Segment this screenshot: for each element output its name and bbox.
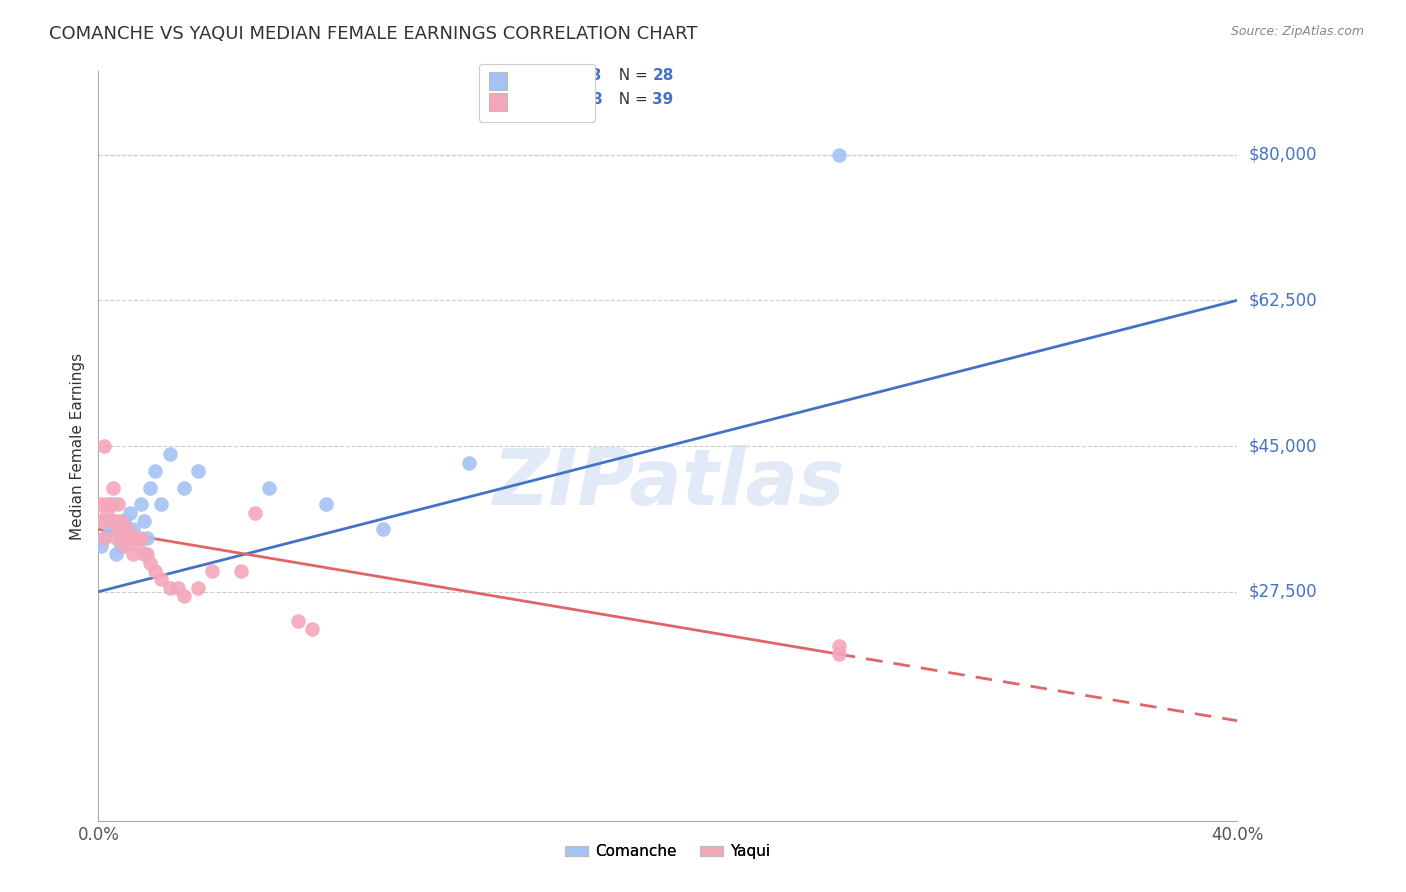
Text: -0.288: -0.288 — [548, 92, 602, 107]
Point — [96, 497, 118, 511]
Point — [96, 506, 118, 520]
Point — [173, 589, 195, 603]
Point — [159, 581, 181, 595]
Text: N =: N = — [609, 92, 652, 107]
Point — [259, 481, 281, 495]
Point — [129, 497, 152, 511]
Point — [828, 647, 851, 661]
Point — [107, 497, 129, 511]
Point — [127, 539, 149, 553]
Point — [104, 514, 127, 528]
Point — [90, 497, 112, 511]
Point — [145, 564, 167, 578]
Point — [828, 147, 851, 161]
Point — [173, 481, 195, 495]
Legend: Comanche, Yaqui: Comanche, Yaqui — [560, 838, 776, 865]
Point — [150, 497, 173, 511]
Point — [115, 531, 138, 545]
Point — [98, 497, 121, 511]
Point — [98, 514, 121, 528]
Text: 0.608: 0.608 — [554, 68, 602, 83]
Text: Source: ZipAtlas.com: Source: ZipAtlas.com — [1230, 25, 1364, 38]
Point — [110, 531, 132, 545]
Point — [110, 539, 132, 553]
Point — [187, 581, 209, 595]
Text: N =: N = — [609, 68, 652, 83]
Point — [129, 531, 152, 545]
Point — [243, 506, 266, 520]
Point — [93, 531, 115, 545]
Point — [112, 514, 135, 528]
Point — [110, 514, 132, 528]
Point — [90, 539, 112, 553]
Point — [121, 522, 143, 536]
Text: ZIPatlas: ZIPatlas — [492, 445, 844, 522]
Text: COMANCHE VS YAQUI MEDIAN FEMALE EARNINGS CORRELATION CHART: COMANCHE VS YAQUI MEDIAN FEMALE EARNINGS… — [49, 25, 697, 43]
Point — [96, 514, 118, 528]
Point — [115, 522, 138, 536]
Point — [301, 622, 323, 636]
Text: R =: R = — [510, 92, 543, 107]
Point — [107, 522, 129, 536]
Point — [101, 514, 124, 528]
Point — [124, 531, 146, 545]
Point — [167, 581, 190, 595]
Point — [118, 506, 141, 520]
Point — [457, 456, 479, 470]
Point — [104, 547, 127, 561]
Point — [229, 564, 252, 578]
Text: $27,500: $27,500 — [1249, 582, 1317, 600]
Y-axis label: Median Female Earnings: Median Female Earnings — [69, 352, 84, 540]
Point — [107, 522, 129, 536]
Point — [287, 614, 309, 628]
Text: 28: 28 — [652, 68, 673, 83]
Point — [315, 497, 337, 511]
Point — [93, 531, 115, 545]
Point — [373, 522, 395, 536]
Point — [145, 464, 167, 478]
Point — [118, 531, 141, 545]
Point — [138, 481, 160, 495]
Point — [124, 531, 146, 545]
Point — [132, 514, 155, 528]
Text: $62,500: $62,500 — [1249, 292, 1317, 310]
Point — [121, 547, 143, 561]
Point — [135, 531, 157, 545]
Point — [101, 497, 124, 511]
Point — [135, 547, 157, 561]
Point — [187, 464, 209, 478]
Point — [104, 531, 127, 545]
Text: $45,000: $45,000 — [1249, 437, 1317, 455]
Text: R =: R = — [510, 68, 548, 83]
Point — [150, 572, 173, 586]
Point — [201, 564, 224, 578]
Point — [90, 514, 112, 528]
Point — [159, 447, 181, 461]
Point — [101, 481, 124, 495]
Point — [138, 556, 160, 570]
Text: $80,000: $80,000 — [1249, 145, 1317, 163]
Point — [98, 522, 121, 536]
Point — [93, 439, 115, 453]
Point — [132, 547, 155, 561]
Point — [828, 639, 851, 653]
Point — [112, 539, 135, 553]
Text: 39: 39 — [652, 92, 673, 107]
